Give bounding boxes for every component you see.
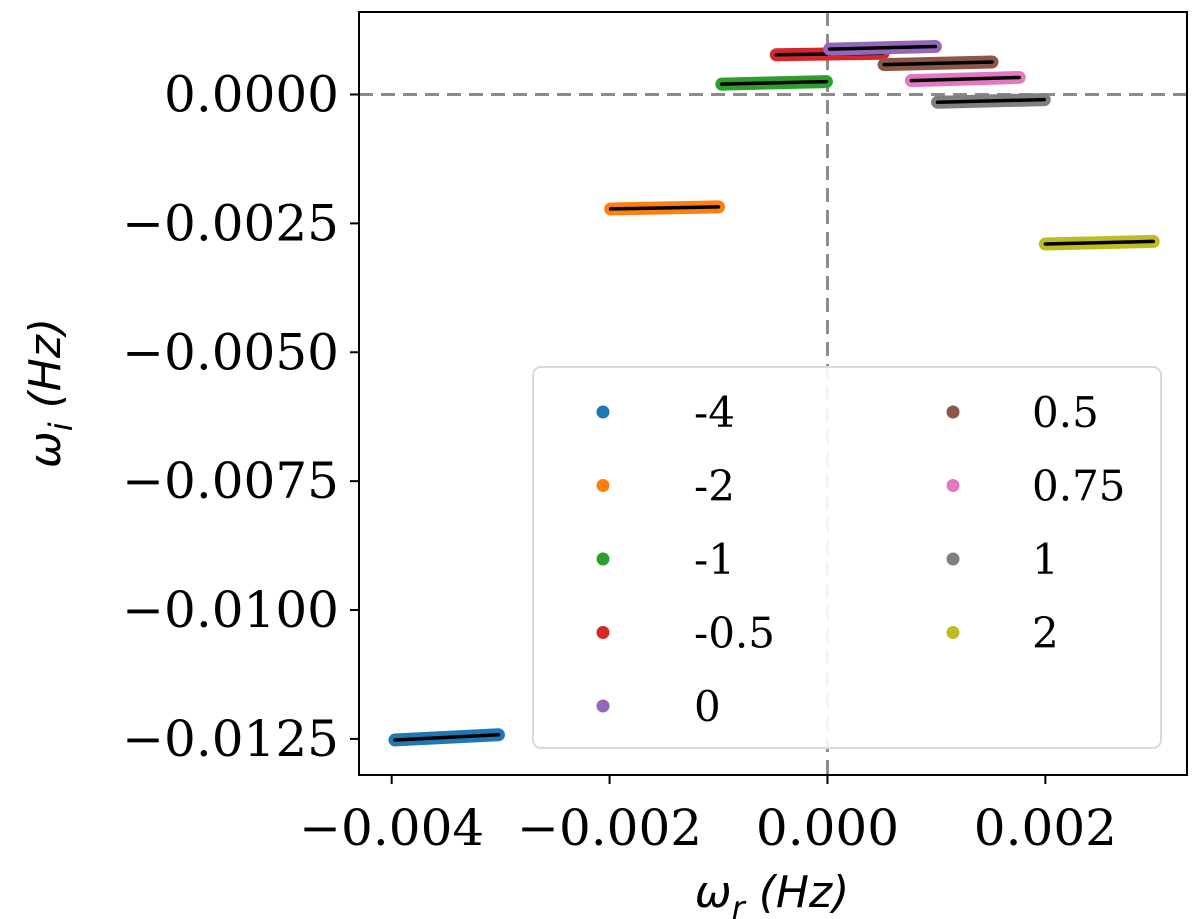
legend-marker--2 bbox=[596, 479, 610, 492]
series-fit-line-1 bbox=[935, 97, 1047, 104]
x-axis-label: ωr (Hz) bbox=[695, 867, 850, 919]
legend: -4 -2 -1 -0.5 0 0.5 0.75 1 2 bbox=[532, 366, 1162, 749]
y-tick-label: −0.0125 bbox=[122, 710, 339, 768]
legend-marker--0.5 bbox=[596, 626, 610, 639]
y-tick-label: −0.0100 bbox=[122, 581, 339, 639]
x-axis: −0.004 −0.002 0.000 0.002 bbox=[299, 775, 1117, 857]
legend-marker-2 bbox=[946, 626, 960, 639]
y-tick-label: −0.0075 bbox=[122, 452, 339, 510]
series-fit-line-0 bbox=[827, 44, 938, 51]
series-fit-line--4 bbox=[393, 733, 501, 742]
legend-label: 2 bbox=[1032, 609, 1059, 658]
legend-marker-0.75 bbox=[946, 479, 960, 492]
legend-box bbox=[532, 366, 1162, 749]
series-fit-line--1 bbox=[720, 79, 829, 86]
y-axis-label: ωi (Hz) bbox=[20, 318, 80, 468]
plot-frame bbox=[358, 11, 1188, 776]
legend-label: 1 bbox=[1032, 535, 1059, 584]
legend-label: 0.75 bbox=[1032, 462, 1126, 511]
legend-marker-0 bbox=[596, 699, 610, 713]
series-fit-line-0.75 bbox=[909, 75, 1021, 83]
x-tick-label: −0.004 bbox=[299, 799, 484, 857]
x-tick-label: 0.000 bbox=[756, 799, 899, 857]
legend-label: 0.5 bbox=[1032, 388, 1099, 437]
legend-label: -4 bbox=[694, 388, 735, 437]
legend-marker-1 bbox=[946, 552, 960, 566]
x-tick-label: 0.002 bbox=[974, 799, 1117, 857]
legend-label: -2 bbox=[694, 462, 735, 511]
series-fit-line-2 bbox=[1043, 239, 1155, 246]
y-tick-label: 0.0000 bbox=[164, 65, 339, 123]
y-axis: 0.0000 −0.0025 −0.0050 −0.0075 −0.0100 −0.012… bbox=[122, 65, 359, 768]
legend-label: -0.5 bbox=[694, 609, 775, 658]
legend-label: -1 bbox=[694, 535, 735, 584]
legend-marker--4 bbox=[596, 405, 610, 419]
series-fit-line-0.5 bbox=[882, 60, 994, 67]
legend-marker-0.5 bbox=[946, 405, 960, 419]
legend-marker--1 bbox=[596, 552, 610, 566]
x-tick-label: −0.002 bbox=[517, 799, 702, 857]
plot-area bbox=[358, 11, 1188, 776]
series-fit-line--2 bbox=[608, 205, 721, 211]
y-tick-label: −0.0025 bbox=[122, 194, 339, 252]
y-tick-label: −0.0050 bbox=[122, 323, 339, 381]
legend-label: 0 bbox=[694, 682, 721, 731]
